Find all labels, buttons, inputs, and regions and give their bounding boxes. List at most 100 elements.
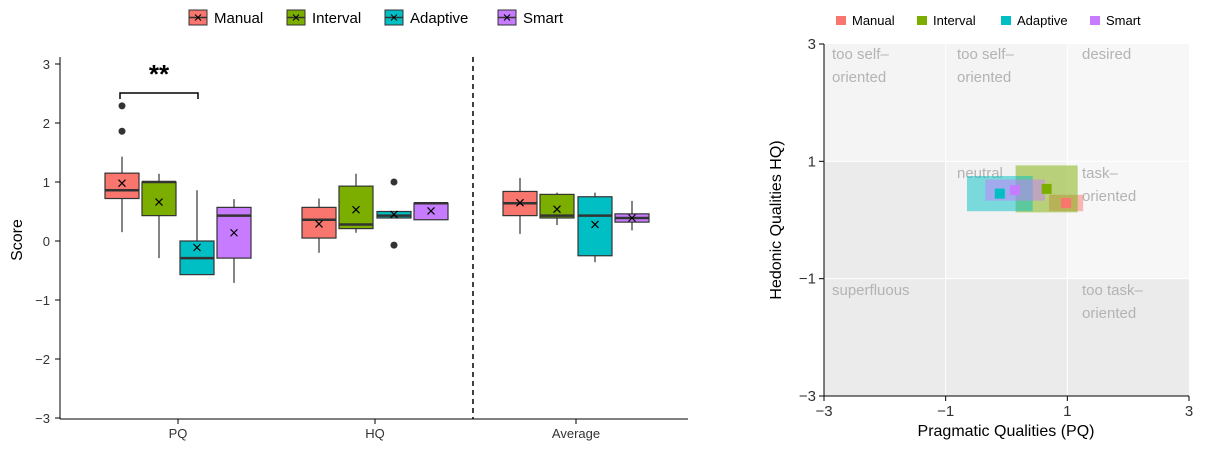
box-smart-hq <box>413 201 449 221</box>
boxplot-marks <box>104 102 650 283</box>
point-manual <box>1061 197 1072 208</box>
region-label: too task– <box>1082 282 1144 299</box>
mean-marker <box>427 206 435 215</box>
box-adaptive-hq <box>376 178 412 249</box>
mean-marker <box>553 205 561 214</box>
significance-label: ** <box>149 59 170 89</box>
region-label: desired <box>1082 46 1131 63</box>
box-interval-hq <box>338 173 374 233</box>
portfolio-chart: Manual Interval Adaptive Smart too self– ori… <box>768 13 1193 440</box>
boxplot-y-ticks: 3 2 1 0 −1 −2 −3 <box>35 57 60 426</box>
box-smart-pq <box>216 199 252 283</box>
y-tick-label: 2 <box>43 116 50 131</box>
outlier-point <box>118 102 126 110</box>
legend-interval-key-mean <box>292 14 300 21</box>
mean-marker <box>118 179 126 188</box>
portfolio-background <box>823 44 1189 397</box>
box-iqr <box>338 185 374 230</box>
mean-marker <box>516 198 524 207</box>
legend-manual-key-mean <box>194 14 202 21</box>
legend-smart-key <box>1090 16 1100 25</box>
legend-adaptive-key <box>1001 16 1011 25</box>
legend-smart-key-mean <box>503 14 511 21</box>
x-tick-label: PQ <box>169 426 188 441</box>
region-label: oriented <box>957 69 1011 86</box>
y-tick-label: −1 <box>35 293 50 308</box>
legend-manual-text: Manual <box>214 10 263 27</box>
box-iqr <box>577 196 613 257</box>
mean-marker <box>352 205 360 214</box>
region-label: oriented <box>1082 305 1136 322</box>
legend-smart-text: Smart <box>523 10 564 27</box>
mean-marker <box>193 243 201 252</box>
legend-smart-text: Smart <box>1106 13 1141 28</box>
box-iqr <box>141 181 177 217</box>
mean-marker <box>315 219 323 228</box>
box-interval-pq <box>141 173 177 259</box>
outlier-point <box>118 127 126 135</box>
y-tick-label: −1 <box>799 271 816 288</box>
significance-annotation: ** <box>119 59 199 99</box>
x-tick-label: HQ <box>365 426 385 441</box>
legend-interval-text: Interval <box>312 10 361 27</box>
x-tick-label: 3 <box>1185 403 1193 420</box>
box-adaptive-average <box>577 192 613 263</box>
box-iqr <box>301 206 337 239</box>
box-manual-pq <box>104 102 140 233</box>
portfolio-marks <box>966 165 1084 213</box>
legend-adaptive-key-mean <box>390 14 398 21</box>
x-axis-label: Pragmatic Qualities (PQ) <box>918 423 1095 440</box>
legend-manual-text: Manual <box>852 13 895 28</box>
box-smart-average <box>614 200 650 231</box>
x-tick-label: 1 <box>1063 403 1071 420</box>
y-tick-label: 3 <box>808 36 816 53</box>
mean-marker <box>230 228 238 237</box>
outlier-point <box>390 241 398 249</box>
legend-manual-key <box>836 16 846 25</box>
x-tick-label: −1 <box>937 403 954 420</box>
legend-interval-text: Interval <box>933 13 976 28</box>
region-label: task– <box>1082 165 1119 182</box>
mean-marker <box>155 198 163 206</box>
region-label: too self– <box>832 46 889 63</box>
y-tick-label: −3 <box>799 388 816 405</box>
y-tick-label: −3 <box>35 411 50 426</box>
y-axis-label: Hedonic Qualities HQ) <box>768 140 785 299</box>
mean-marker <box>591 220 599 229</box>
legend-adaptive-text: Adaptive <box>1017 13 1068 28</box>
outlier-point <box>390 178 398 186</box>
boxplot-x-ticks: PQ HQ Average <box>169 419 600 441</box>
x-tick-label: Average <box>552 426 600 441</box>
box-iqr <box>104 172 140 200</box>
region-label: oriented <box>1082 188 1136 205</box>
y-axis-label: Score <box>9 219 26 261</box>
mean-marker <box>628 214 636 222</box>
portfolio-ticks: −3 −1 1 3 3 1 −1 −3 <box>799 36 1193 420</box>
region-label: too self– <box>957 46 1014 63</box>
point-smart <box>1010 185 1021 196</box>
portfolio-legend: Manual Interval Adaptive Smart <box>836 13 1141 28</box>
box-manual-average <box>502 177 538 234</box>
y-tick-label: −2 <box>35 352 50 367</box>
boxplot-chart: Manual Interval Adaptive Smart Score 3 2 1 0 −1… <box>9 9 688 441</box>
box-adaptive-pq <box>179 190 215 276</box>
legend-interval-key <box>917 16 927 25</box>
y-tick-label: 1 <box>808 153 816 170</box>
y-tick-label: 1 <box>43 175 50 190</box>
point-adaptive <box>994 188 1005 199</box>
region-label: superfluous <box>832 282 910 299</box>
box-interval-average <box>539 192 575 226</box>
point-interval <box>1041 183 1052 194</box>
y-tick-label: 3 <box>43 57 50 72</box>
portfolio-region-labels: too self– oriented too self– oriented desire… <box>832 46 1144 322</box>
box-manual-hq <box>301 198 337 253</box>
legend-adaptive-text: Adaptive <box>410 10 468 27</box>
y-tick-label: 0 <box>43 234 50 249</box>
mean-marker <box>390 210 398 219</box>
region-label: oriented <box>832 69 886 86</box>
box-iqr <box>539 193 575 219</box>
significance-bracket <box>119 92 199 99</box>
boxplot-legend: Manual Interval Adaptive Smart <box>188 9 564 27</box>
x-tick-label: −3 <box>815 403 832 420</box>
